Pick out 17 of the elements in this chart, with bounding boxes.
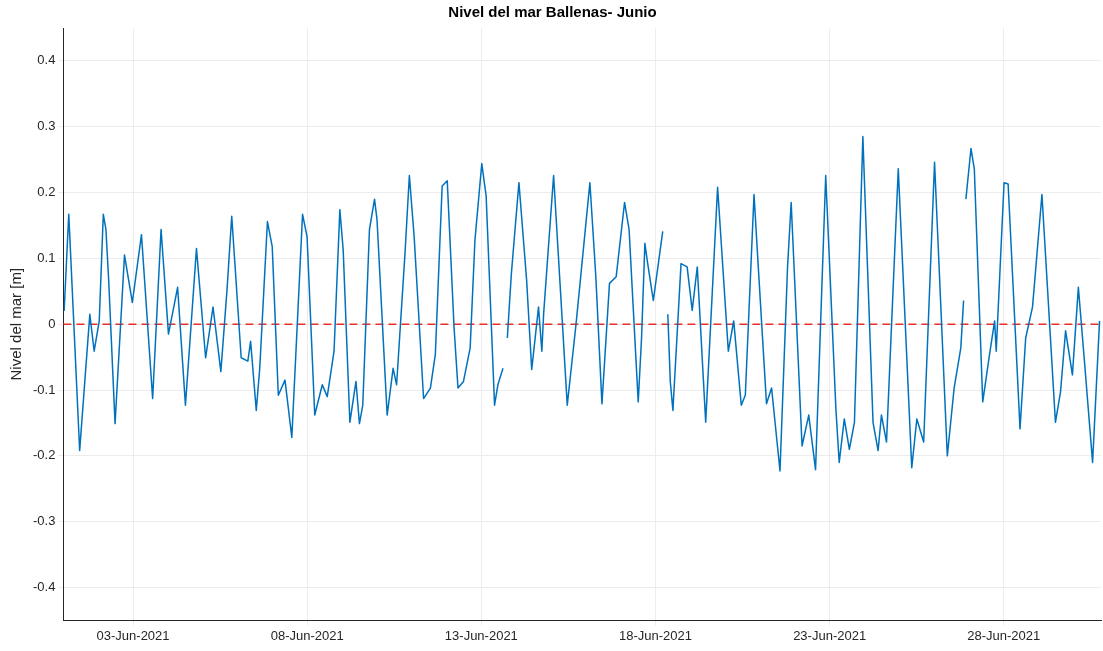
y-tick-label: -0.4 [32,579,56,595]
y-tick-label: 0.4 [37,52,56,68]
y-tick-label: -0.3 [32,513,56,529]
y-tick-label: -0.1 [32,381,56,397]
x-tick-label: 03-Jun-2021 [96,627,170,643]
y-tick-label: -0.2 [32,447,56,463]
x-tick-label: 23-Jun-2021 [793,627,867,643]
x-tick-label: 28-Jun-2021 [967,627,1041,643]
x-tick-label: 08-Jun-2021 [270,627,344,643]
y-tick-label: 0.1 [37,249,56,265]
y-tick-label: 0.2 [37,184,56,200]
x-tick-label: 13-Jun-2021 [444,627,518,643]
y-axis-title: Nivel del mar [m] [7,267,25,381]
y-tick-label: 0 [48,315,56,331]
chart-title: Nivel del mar Ballenas- Junio [448,3,657,21]
x-tick-label: 18-Jun-2021 [618,627,692,643]
y-tick-label: 0.3 [37,118,56,134]
